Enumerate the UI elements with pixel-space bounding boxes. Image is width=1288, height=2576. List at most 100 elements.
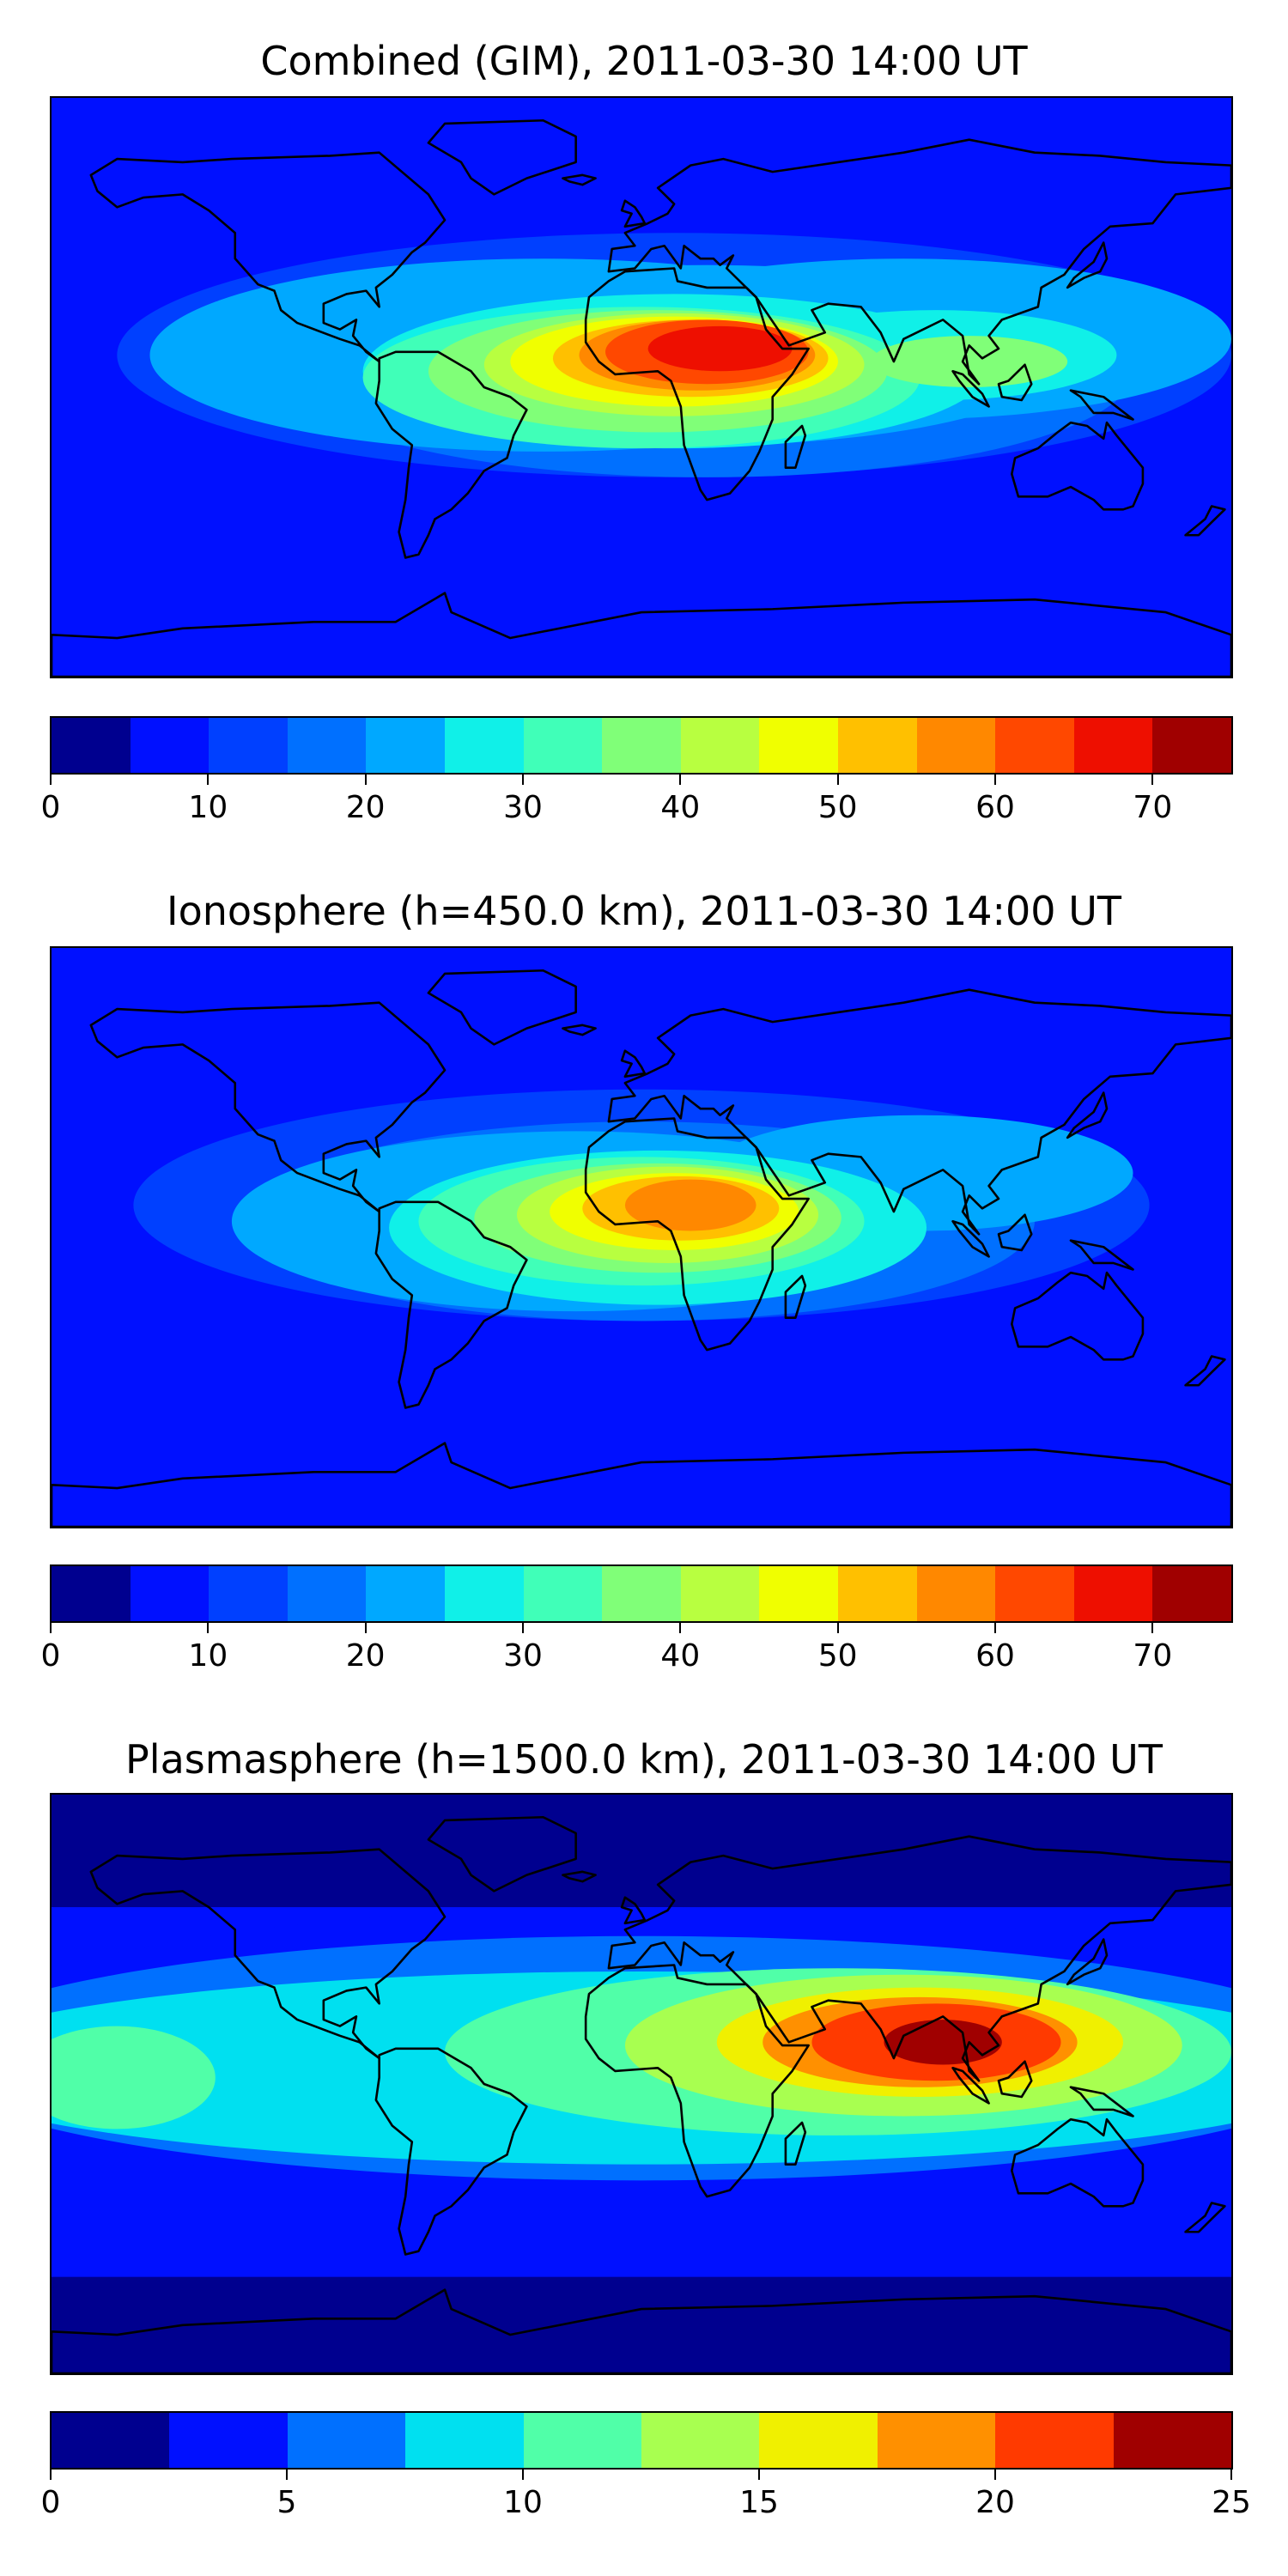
coastline-iceland [562,1024,597,1036]
map-plasmasphere [50,1793,1233,2375]
polar-band [52,2276,1231,2373]
coastline-eurasia [607,1835,1231,2082]
panel-title-ionosphere: Ionosphere (h=450.0 km), 2011-03-30 14:0… [167,888,1121,934]
colorbar-segment [995,718,1074,773]
colorbar-tick [50,1623,52,1633]
colorbar-segment [523,718,603,773]
colorbar-ticks-combined: 0 10 20 30 40 50 60 70 [41,775,1233,826]
colorbar-tick [679,1623,682,1633]
colorbar-tick-label: 30 [503,1638,543,1674]
coastline-sumatra [951,2066,990,2105]
polar-band [52,948,1231,1061]
coastline-sumatra [951,369,990,408]
colorbar-tick [758,2470,760,2480]
polar-band [52,580,1231,677]
colorbar-tick [994,2470,996,2480]
contour-region [647,325,793,372]
colorbar-segment [444,718,524,773]
colorbar-tick-label: 60 [975,790,1015,825]
coastline-new-zealand [1184,1355,1226,1387]
colorbar-tick [1230,2470,1232,2480]
coastline-borneo [997,1213,1033,1252]
colorbar-segment [759,718,838,773]
panel-title-combined: Combined (GIM), 2011-03-30 14:00 UT [260,38,1028,84]
colorbar-segment [366,718,445,773]
colorbar-tick-label: 20 [975,2485,1015,2520]
polar-band [52,1795,1231,1908]
colorbar-tick-label: 50 [817,1638,858,1674]
panel-title-plasmasphere: Plasmasphere (h=1500.0 km), 2011-03-30 1… [125,1736,1163,1783]
colorbar-segment [602,718,681,773]
coastline-africa [584,1964,810,2198]
coastline-sumatra [951,1219,990,1258]
colorbar-segment [759,1566,838,1621]
colorbar-segment [837,718,917,773]
colorbar-segment [130,718,210,773]
contour-region [871,336,1068,388]
colorbar-segment [209,718,288,773]
colorbar-tick-label: 10 [503,2485,543,2520]
colorbar-tick-label: 25 [1212,2485,1251,2520]
colorbar-segment [209,1566,288,1621]
colorbar-segment [1152,1566,1231,1621]
coastline-uk [620,1896,647,1925]
coastline-iceland [562,1870,597,1883]
coastline-iceland [562,173,597,186]
colorbar-tick [50,2470,52,2480]
colorbar-tick-label: 60 [975,1638,1015,1674]
colorbar-tick [1151,775,1154,785]
coastline-north-america [89,1848,447,2060]
colorbar-tick [522,775,524,785]
coastline-africa [584,1117,810,1352]
coastline-new-guinea [1069,2086,1134,2117]
colorbar-segment [877,2413,996,2468]
colorbar-tick [679,775,682,785]
coastline-greenland [427,969,577,1046]
colorbar-tick [364,1623,367,1633]
colorbar-tick-label: 20 [345,1638,386,1674]
contour-region [52,2026,216,2129]
colorbar-tick [522,2470,524,2480]
colorbar-segment [916,718,996,773]
colorbar-tick [836,1623,839,1633]
colorbar-tick-label: 5 [276,2485,297,2520]
coastline-north-america [89,151,447,363]
colorbar-tick [1151,1623,1154,1633]
colorbar-segment [287,1566,367,1621]
colorbar-tick [207,1623,210,1633]
contour-region [624,1179,756,1231]
colorbar-tick [994,1623,996,1633]
colorbar-ticks-ionosphere: 0 10 20 30 40 50 60 70 [41,1623,1233,1674]
colorbar-tick-label: 0 [40,2485,61,2520]
coastline-eurasia [607,138,1231,386]
colorbar-segment [52,1566,131,1621]
coastline-eurasia [607,988,1231,1236]
coastline-australia [1011,1271,1145,1361]
colorbar-ionosphere [50,1564,1233,1623]
coastline-new-guinea [1069,389,1134,421]
colorbar-tick-label: 40 [660,1638,701,1674]
colorbar-segment [1152,718,1231,773]
coastline-south-america [374,1200,528,1409]
coastline-australia [1011,2117,1145,2208]
colorbar-combined [50,716,1233,775]
colorbar-tick-label: 20 [345,790,386,825]
coastline-uk [620,199,647,228]
map-combined [50,96,1233,678]
coastline-japan [1066,1938,1109,1986]
colorbar-segment [1113,2413,1232,2468]
colorbar-tick [836,775,839,785]
colorbar-tick [50,775,52,785]
colorbar-segment [287,2413,406,2468]
coastline-borneo [997,2060,1033,2099]
coastline-australia [1011,421,1145,511]
colorbar-segment [680,1566,760,1621]
colorbar-tick-label: 10 [188,1638,228,1674]
map-svg [52,948,1231,1527]
coastline-north-america [89,1001,447,1213]
coastline-uk [620,1049,647,1078]
coastline-new-guinea [1069,1239,1134,1271]
colorbar-segment [1073,1566,1153,1621]
coastline-antarctica [52,2288,1231,2373]
colorbar-segment [523,1566,603,1621]
